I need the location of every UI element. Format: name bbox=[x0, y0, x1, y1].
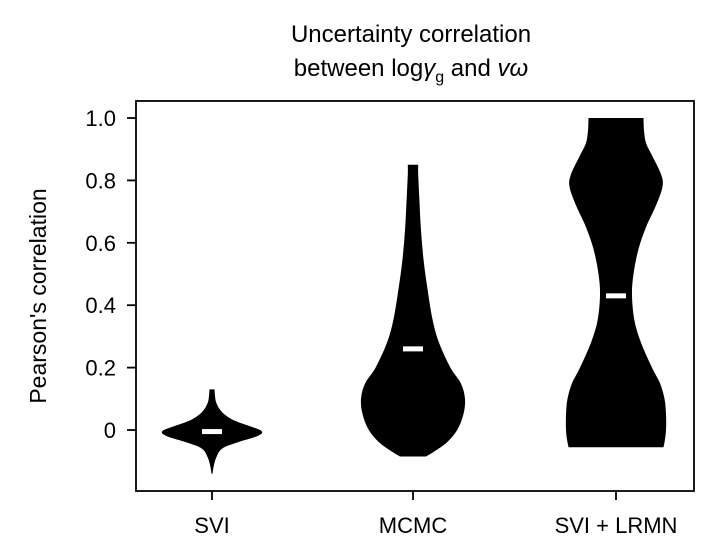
title-gamma-subscript: g bbox=[435, 68, 445, 86]
title-prefix: between log bbox=[293, 55, 424, 82]
y-tick-label: 0.2 bbox=[85, 356, 116, 381]
y-tick-label: 0.4 bbox=[85, 293, 116, 318]
median-marker-svi-lrmn bbox=[606, 293, 626, 299]
y-axis-ticks: 0 0.2 0.4 0.6 0.8 1.0 bbox=[85, 106, 136, 443]
plot-frame bbox=[135, 100, 695, 492]
title-gamma: γ bbox=[423, 55, 436, 82]
chart-title-line-1: Uncertainty correlation bbox=[290, 21, 532, 48]
median-marker-mcmc bbox=[403, 346, 423, 352]
title-conjunction: and bbox=[444, 55, 498, 82]
chart-title-line-2: between logγg and vω bbox=[136, 55, 686, 92]
title-v-omega: vω bbox=[497, 55, 529, 82]
x-tick-label: SVI bbox=[194, 513, 229, 538]
medians-layer bbox=[202, 293, 626, 435]
y-tick-label: 0.6 bbox=[85, 231, 116, 256]
y-tick-label: 0 bbox=[104, 418, 116, 443]
x-tick-label: SVI + LRMN bbox=[555, 513, 678, 538]
violin-mcmc bbox=[360, 164, 466, 457]
x-tick-label: MCMC bbox=[379, 513, 448, 538]
x-axis-ticks: SVI MCMC SVI + LRMN bbox=[194, 491, 677, 538]
y-axis-label: Pearson's correlation bbox=[25, 188, 51, 403]
violins-layer bbox=[161, 118, 667, 474]
median-marker-svi bbox=[202, 429, 222, 435]
y-tick-label: 1.0 bbox=[85, 106, 116, 131]
violin-svi-lrmn bbox=[565, 118, 667, 448]
y-tick-label: 0.8 bbox=[85, 168, 116, 193]
